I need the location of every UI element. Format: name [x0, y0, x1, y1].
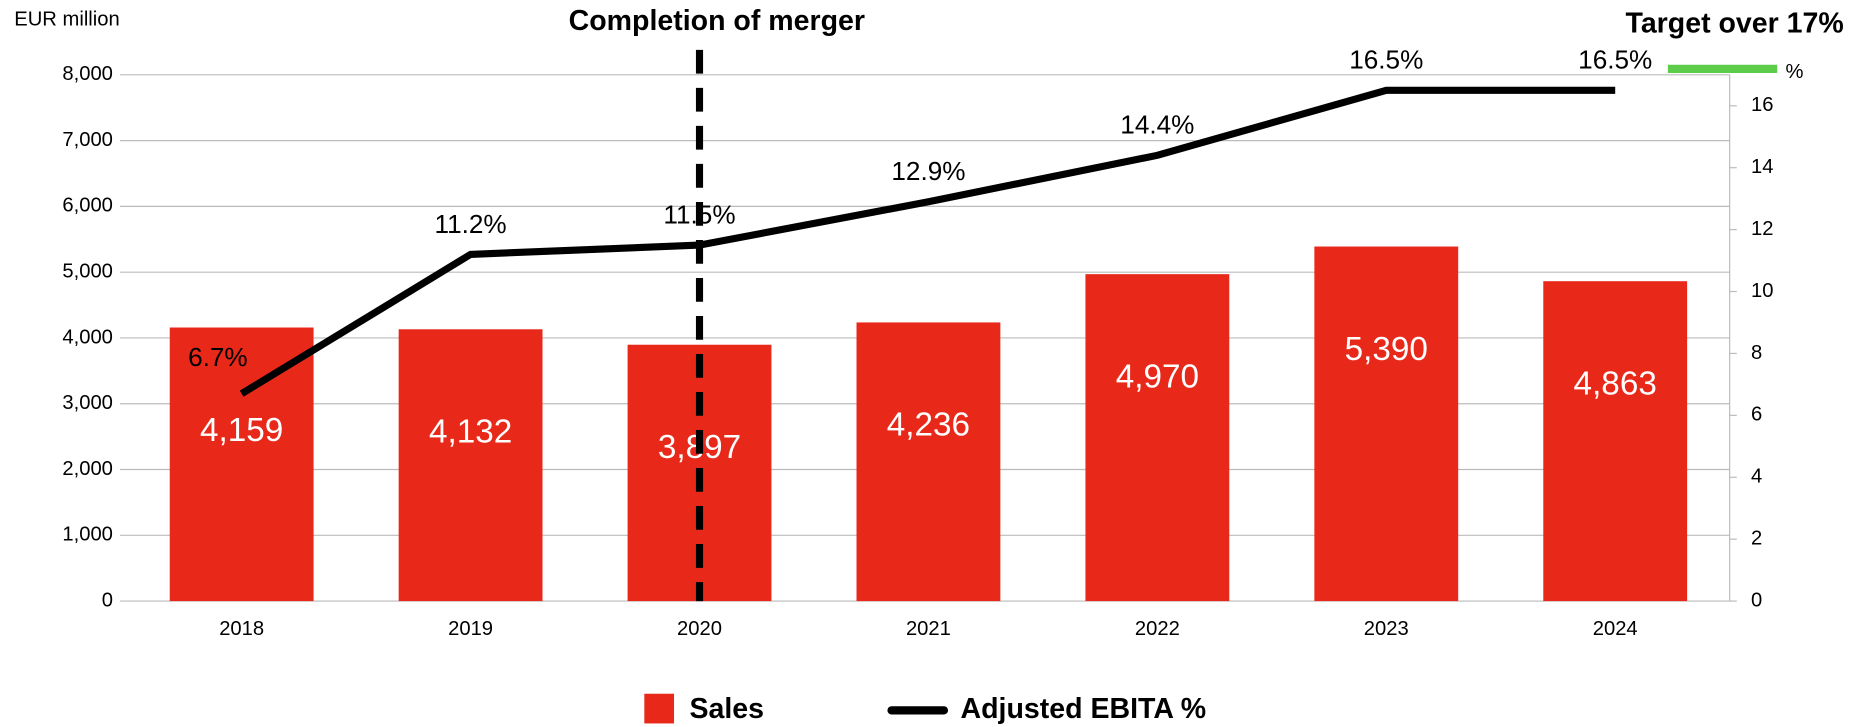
bar — [398, 329, 543, 602]
y-tick-label: 3,000 — [62, 392, 113, 414]
legend-label: Sales — [689, 693, 764, 725]
y2-tick-label: 0 — [1751, 589, 1762, 611]
y2-tick-label: 12 — [1751, 218, 1773, 240]
line-value-label: 14.4% — [1120, 110, 1194, 140]
line-value-label: 11.2% — [435, 209, 507, 239]
x-tick-label: 2020 — [677, 618, 722, 640]
bar — [856, 322, 1001, 602]
bar — [169, 327, 314, 602]
y2-tick-label: 16 — [1751, 94, 1773, 116]
y2-tick-label: 6 — [1751, 404, 1762, 426]
bar-value-label: 4,132 — [429, 414, 512, 451]
y-axis-label: EUR million — [14, 9, 119, 31]
y-tick-label: 6,000 — [62, 195, 113, 217]
legend-swatch — [644, 693, 675, 724]
x-tick-label: 2018 — [219, 618, 264, 640]
merger-annotation: Completion of merger — [569, 5, 865, 37]
y2-tick-label: 14 — [1751, 156, 1773, 178]
x-tick-label: 2024 — [1593, 618, 1638, 640]
bar-value-label: 4,970 — [1116, 358, 1199, 395]
x-tick-label: 2023 — [1364, 618, 1409, 640]
y-tick-label: 5,000 — [62, 261, 113, 283]
line — [239, 86, 1616, 397]
y2-tick-label: 4 — [1751, 466, 1762, 488]
line-value-label: 12.9% — [891, 156, 965, 186]
legend-label: Adjusted EBITA % — [961, 693, 1207, 725]
y-tick-label: 8,000 — [62, 63, 113, 85]
x-tick-label: 2021 — [906, 618, 951, 640]
line-value-label: 16.5% — [1578, 45, 1652, 75]
bar — [1543, 281, 1688, 602]
bar — [1314, 246, 1459, 602]
line-value-label: 6.7% — [188, 342, 248, 372]
y-tick-label: 7,000 — [62, 129, 113, 151]
y2-tick-label: 2 — [1751, 528, 1762, 550]
line-value-label: 16.5% — [1349, 45, 1423, 75]
bar-value-label: 5,390 — [1345, 331, 1428, 368]
y-tick-label: 2,000 — [62, 458, 113, 480]
bar-value-label: 4,159 — [200, 412, 283, 449]
bar — [1085, 274, 1230, 602]
bar-value-label: 4,236 — [887, 407, 970, 444]
y2-tick-label: 10 — [1751, 280, 1773, 302]
y2-tick-label: 8 — [1751, 342, 1762, 364]
y-tick-label: 0 — [102, 589, 113, 611]
y-tick-label: 1,000 — [62, 524, 113, 546]
target-annotation: Target over 17% — [1626, 7, 1844, 39]
bar-value-label: 4,863 — [1574, 366, 1657, 403]
y2-axis-label: % — [1786, 61, 1804, 83]
y-tick-label: 4,000 — [62, 326, 113, 348]
x-tick-label: 2022 — [1135, 618, 1180, 640]
line-value-label: 11.5% — [663, 199, 735, 229]
x-tick-label: 2019 — [448, 618, 493, 640]
